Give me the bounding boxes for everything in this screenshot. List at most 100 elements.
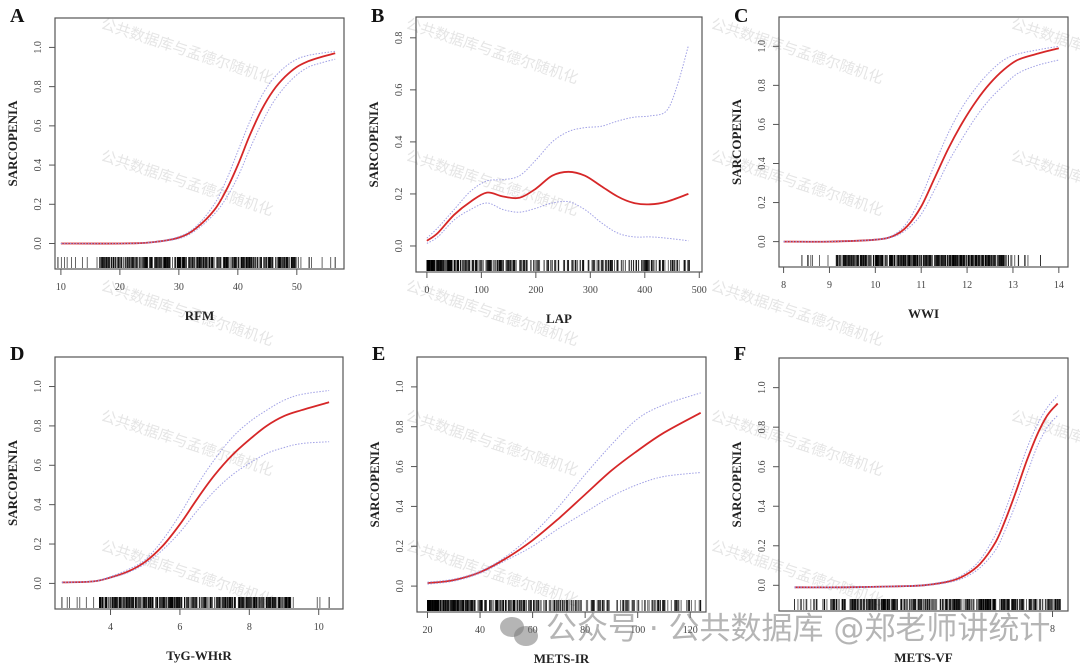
watermark-text: 公共数据库与孟德尔随机化 [404, 147, 581, 220]
panel-b: B 0.0 0.2 0.4 0.6 0.8 0 100 200 300 400 500 LAP SARCO… [366, 5, 707, 326]
x-tick-label: 12 [962, 280, 972, 291]
watermark-text: 公共数据库与孟德尔随机化 [99, 15, 276, 88]
y-tick-label: 0.6 [757, 460, 768, 473]
watermark-text: 公共数据库与孟德尔随机化 [99, 147, 276, 220]
y-tick-label: 0.4 [757, 500, 768, 513]
y-tick-label: 0.0 [757, 579, 768, 592]
x-tick-label: 20 [423, 625, 433, 636]
x-tick-label: 14 [1054, 280, 1064, 291]
x-tick-label: 80 [580, 625, 590, 636]
x-axis-label: METS-IR [534, 651, 590, 666]
y-tick-label: 0.0 [757, 235, 768, 248]
x-tick-label: 50 [292, 282, 302, 293]
upper-ci-curve [61, 390, 330, 583]
y-tick-label: 0.8 [395, 420, 406, 433]
rug-plot [427, 600, 702, 611]
y-tick-label: 0.6 [395, 460, 406, 473]
y-tick-label: 1.0 [33, 41, 44, 54]
watermark-text: 公共数据库与孟德尔随机化 [1009, 147, 1080, 220]
plot-frame [415, 16, 703, 273]
y-tick-label: 0.2 [757, 540, 768, 553]
lower-ci-curve [61, 441, 330, 584]
plot-frame [416, 356, 707, 613]
y-tick-label: 0.8 [33, 420, 44, 433]
plot-frame [54, 17, 345, 270]
y-tick-label: 0.4 [757, 157, 768, 170]
panel-label: F [734, 343, 746, 365]
lower-ci-curve [794, 414, 1059, 589]
x-tick-label: 6 [177, 622, 182, 633]
x-tick-label: 400 [637, 285, 652, 296]
rug-plot [794, 599, 1061, 610]
watermark-text: 公共数据库与孟德尔随机化 [1009, 407, 1080, 480]
panel-c: C 0.0 0.2 0.4 0.6 0.8 1.0 8 9 10 11 12 13 14 WWI SARCOP… [729, 5, 1069, 321]
y-tick-label: 0.2 [33, 198, 44, 211]
x-tick-label: 200 [528, 285, 543, 296]
watermark-text: 公共数据库与孟德尔随机化 [99, 407, 276, 480]
fitted-curve [794, 402, 1059, 589]
x-tick-label: 60 [528, 625, 538, 636]
y-tick-label: 0.6 [33, 459, 44, 472]
lower-ci-curve [783, 59, 1059, 243]
panel-label: D [10, 343, 24, 365]
y-tick-label: 1.0 [395, 381, 406, 394]
plot-frame [54, 356, 344, 610]
y-tick-label: 1.0 [757, 40, 768, 53]
panel-f: F 0.0 0.2 0.4 0.6 0.8 1.0 8 METS-VF SARCOPENIA [729, 343, 1069, 665]
watermark-text: 公共数据库与孟德尔随机化 [404, 15, 581, 88]
x-tick-label: 40 [233, 282, 243, 293]
x-axis-label: RFM [185, 308, 215, 323]
y-axis-label: SARCOPENIA [5, 439, 20, 526]
x-tick-label: 8 [781, 280, 786, 291]
y-tick-label: 0.8 [394, 32, 405, 45]
panel-a: A 0.0 0.2 0.4 0.6 0.8 1.0 10 20 30 40 50 RFM SARCOPEN… [5, 5, 345, 323]
lower-ci-curve [426, 200, 689, 244]
x-tick-label: 8 [247, 622, 252, 633]
x-tick-label: 40 [475, 625, 485, 636]
y-axis-label: SARCOPENIA [729, 98, 744, 185]
watermark-text: 公共数据库与孟德尔随机化 [709, 537, 886, 610]
upper-ci-curve [794, 395, 1059, 588]
rug-plot [801, 255, 1041, 266]
y-tick-label: 1.0 [33, 380, 44, 393]
y-tick-label: 1.0 [757, 381, 768, 394]
y-tick-label: 0.4 [33, 498, 44, 511]
panel-d: D 0.0 0.2 0.4 0.6 0.8 1.0 4 6 8 10 TyG-WHtR SARCOPEN… [5, 343, 344, 663]
x-tick-label: 20 [115, 282, 125, 293]
panel-label: E [372, 343, 385, 365]
y-tick-label: 0.0 [394, 240, 405, 253]
plot-frame [778, 16, 1069, 268]
x-tick-label: 30 [174, 282, 184, 293]
y-tick-label: 0.6 [757, 118, 768, 131]
y-tick-label: 0.2 [394, 188, 405, 201]
x-tick-label: 300 [583, 285, 598, 296]
upper-ci-curve [60, 50, 336, 245]
fitted-curve [60, 52, 336, 245]
panel-e: E 0.0 0.2 0.4 0.6 0.8 1.0 20 40 60 80 100 120 METS-IR… [367, 343, 707, 666]
panel-label: B [371, 5, 384, 27]
x-axis-label: WWI [908, 306, 939, 321]
x-tick-label: 120 [683, 625, 698, 636]
y-tick-label: 0.6 [394, 84, 405, 97]
panel-label: A [10, 5, 25, 27]
watermark-text: 公共数据库与孟德尔随机化 [404, 407, 581, 480]
y-tick-label: 0.0 [33, 237, 44, 250]
rug-plot [57, 257, 336, 268]
watermark-text: 公共数据库与孟德尔随机化 [404, 537, 581, 610]
y-tick-label: 0.4 [394, 136, 405, 149]
y-tick-label: 0.2 [33, 538, 44, 551]
y-tick-label: 0.4 [395, 500, 406, 513]
y-tick-label: 0.8 [757, 79, 768, 92]
y-tick-label: 0.0 [33, 577, 44, 590]
x-tick-label: 10 [314, 622, 324, 633]
plot-frame [778, 357, 1069, 612]
rug-plot [61, 597, 330, 608]
y-tick-label: 0.8 [33, 80, 44, 93]
x-axis-label: TyG-WHtR [166, 648, 232, 663]
x-tick-label: 13 [1008, 280, 1018, 291]
x-axis-label: METS-VF [894, 650, 953, 665]
fitted-curve [783, 47, 1060, 243]
y-tick-label: 0.6 [33, 120, 44, 133]
